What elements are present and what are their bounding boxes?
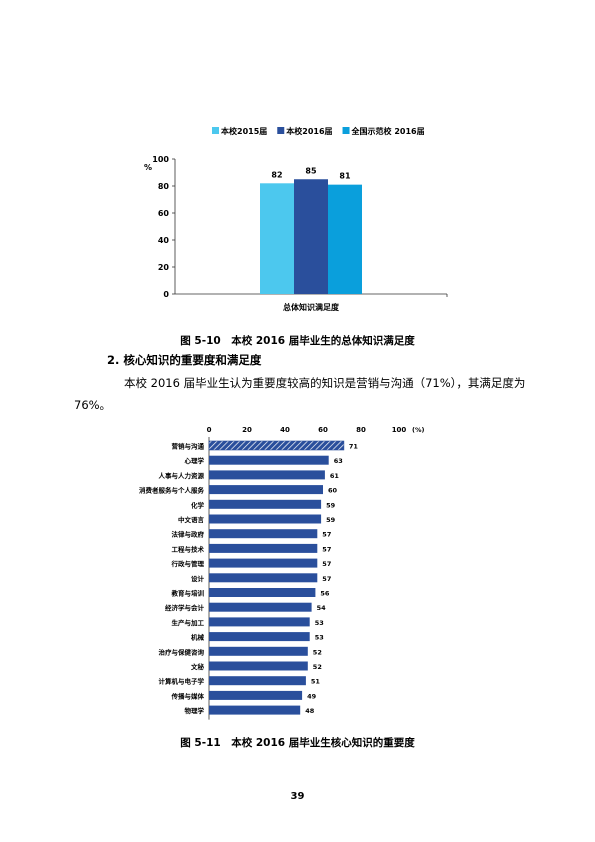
y-tick-label: 20 bbox=[158, 263, 170, 272]
x-tick-label: 0 bbox=[207, 426, 212, 434]
bar bbox=[209, 705, 301, 715]
bar bbox=[209, 558, 318, 568]
x-tick-label: 60 bbox=[318, 426, 328, 434]
chart-overall-satisfaction: 本校2015届 本校2016届 全国示范校 2016届% 0 20 40 60 80 100 82… bbox=[144, 126, 448, 312]
bar bbox=[294, 179, 328, 294]
legend-label: 本校2016届 bbox=[285, 126, 332, 136]
x-axis-unit: (%) bbox=[412, 426, 424, 434]
bar bbox=[209, 588, 316, 597]
bar-value-label: 51 bbox=[311, 678, 321, 686]
category-label: 人事与人力资源 bbox=[159, 471, 205, 480]
bar-value-label: 57 bbox=[322, 575, 331, 583]
page-number: 39 bbox=[290, 791, 305, 802]
bar-value-label: 71 bbox=[349, 443, 359, 451]
bar-value-label: 60 bbox=[328, 487, 338, 495]
bar bbox=[209, 514, 322, 524]
bar bbox=[209, 632, 310, 642]
category-label: 法律与政府 bbox=[172, 530, 205, 539]
bar bbox=[209, 661, 308, 671]
bar-value-label: 57 bbox=[322, 545, 331, 553]
bar bbox=[209, 646, 308, 656]
figure1-caption: 图 5-10 本校 2016 届毕业生的总体知识满足度 bbox=[180, 335, 415, 347]
category-label: 心理学 bbox=[185, 456, 205, 465]
y-tick-label: 60 bbox=[158, 209, 170, 218]
bar-value-label: 53 bbox=[315, 634, 324, 642]
bar bbox=[328, 184, 362, 294]
y-tick-label: 80 bbox=[158, 182, 170, 191]
bar bbox=[208, 440, 345, 451]
bar-value-label: 59 bbox=[326, 501, 336, 509]
category-label: 治疗与保健咨询 bbox=[159, 647, 205, 656]
x-tick-label: 40 bbox=[280, 426, 290, 434]
bar-value-label: 59 bbox=[326, 516, 336, 524]
bar bbox=[209, 690, 303, 700]
bar bbox=[260, 183, 294, 294]
bar-value-label: 57 bbox=[322, 560, 331, 568]
bar bbox=[209, 485, 323, 495]
legend-swatch bbox=[342, 127, 350, 134]
bar bbox=[209, 602, 312, 612]
bar-value-label: 81 bbox=[339, 172, 351, 181]
bar bbox=[209, 573, 318, 583]
bar-value-label: 63 bbox=[334, 457, 343, 465]
x-tick-label: 20 bbox=[242, 426, 252, 434]
bar-value-label: 82 bbox=[271, 170, 282, 179]
bar-value-label: 53 bbox=[315, 619, 324, 627]
bar-value-label: 52 bbox=[313, 663, 322, 671]
category-label: 生产与加工 bbox=[172, 618, 205, 627]
bar-value-label: 48 bbox=[305, 707, 315, 715]
bar bbox=[209, 499, 322, 509]
bar bbox=[209, 529, 318, 539]
bar-value-label: 57 bbox=[322, 531, 331, 539]
category-label: 消费者服务与个人服务 bbox=[139, 486, 205, 495]
y-tick-label: 100 bbox=[152, 155, 169, 164]
category-label: 机械 bbox=[191, 633, 205, 642]
category-label: 行政与管理 bbox=[171, 559, 205, 568]
category-label: 教育与培训 bbox=[171, 589, 205, 598]
y-tick-label: 40 bbox=[158, 236, 170, 245]
bar bbox=[209, 617, 310, 627]
category-label: 中文语言 bbox=[178, 515, 205, 524]
category-label: 计算机与电子学 bbox=[159, 677, 205, 686]
x-tick-label: 80 bbox=[356, 426, 366, 434]
y-axis-unit: % bbox=[144, 163, 152, 172]
bar-value-label: 61 bbox=[330, 472, 340, 480]
category-label: 文秘 bbox=[190, 662, 205, 671]
section-heading: 2. 核心知识的重要度和满足度 bbox=[107, 353, 262, 367]
category-label: 设计 bbox=[191, 574, 205, 583]
chart-core-knowledge-importance: 0 20 40 60 80 100 (%) 营销与沟通 71 心理学 63 人事与人力资源 61 消费者服… bbox=[139, 426, 424, 720]
category-label: 物理学 bbox=[185, 706, 205, 715]
legend-swatch bbox=[277, 127, 285, 134]
section-paragraph-line1: 本校 2016 届毕业生认为重要度较高的知识是营销与沟通（71%），其满足度为 bbox=[124, 376, 526, 390]
legend-label: 全国示范校 2016届 bbox=[351, 126, 425, 136]
y-tick-label: 0 bbox=[163, 290, 169, 299]
bar-value-label: 56 bbox=[320, 590, 330, 598]
bar-value-label: 49 bbox=[307, 692, 317, 700]
category-label: 总体知识满足度 bbox=[283, 302, 340, 312]
bar-value-label: 52 bbox=[313, 648, 322, 656]
bar-value-label: 54 bbox=[317, 604, 327, 612]
legend-swatch bbox=[212, 127, 219, 134]
section-paragraph-line2: 76%。 bbox=[74, 398, 112, 412]
category-label: 传播与媒体 bbox=[171, 691, 205, 700]
bar-value-label: 85 bbox=[305, 166, 317, 175]
category-label: 营销与沟通 bbox=[172, 442, 205, 451]
category-label: 工程与技术 bbox=[172, 544, 205, 553]
category-label: 经济学与会计 bbox=[165, 603, 205, 612]
bar bbox=[209, 455, 329, 465]
bar bbox=[209, 676, 306, 686]
bar bbox=[209, 470, 325, 480]
figure2-caption: 图 5-11 本校 2016 届毕业生核心知识的重要度 bbox=[180, 737, 415, 749]
x-tick-label: 100 bbox=[392, 426, 407, 434]
bar bbox=[209, 543, 318, 553]
category-label: 化学 bbox=[191, 500, 205, 509]
legend-label: 本校2015届 bbox=[220, 126, 267, 136]
